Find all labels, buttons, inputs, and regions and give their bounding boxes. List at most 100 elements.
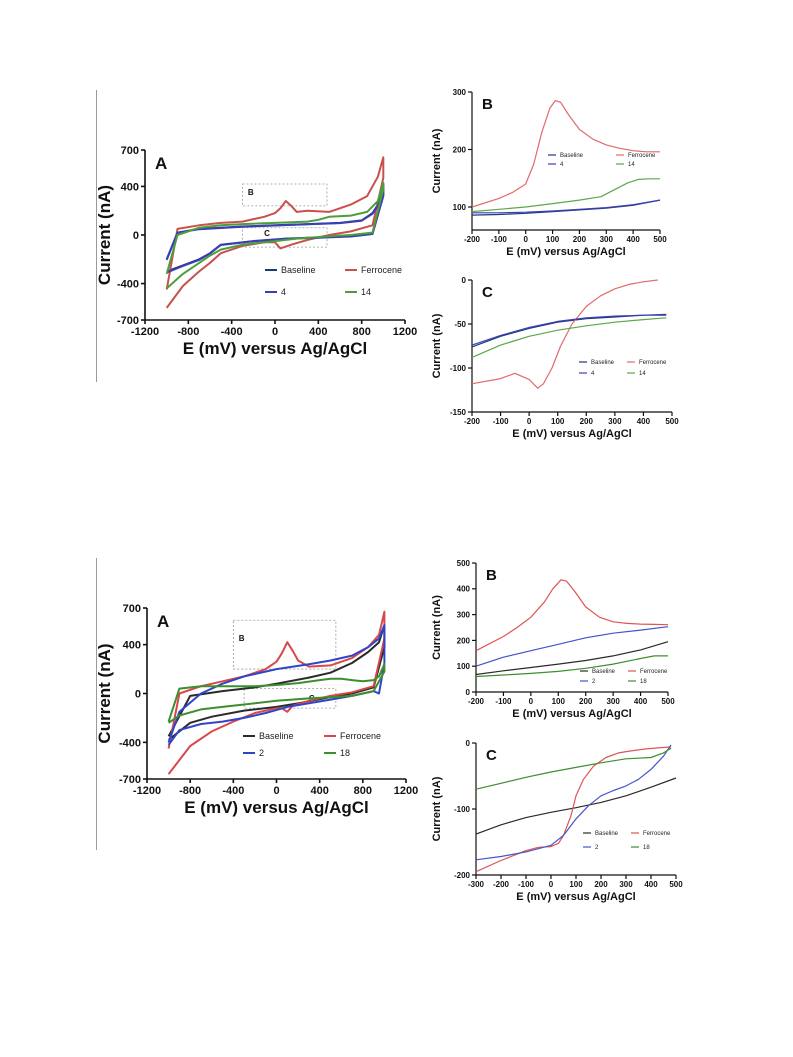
legend-label: 2: [259, 748, 264, 758]
y-tick-label: 300: [457, 610, 471, 619]
series-line: [472, 199, 661, 214]
y-tick-label: 500: [457, 559, 471, 568]
x-tick-label: 100: [546, 235, 560, 244]
y-tick-label: 200: [453, 145, 467, 154]
x-tick-label: 800: [354, 785, 372, 797]
x-tick-label: 0: [273, 785, 279, 797]
y-tick-label: 0: [135, 688, 141, 700]
legend-label: Ferrocene: [340, 731, 381, 741]
series-line: [471, 317, 667, 358]
legend-label: 14: [628, 162, 635, 168]
x-tick-label: 400: [644, 880, 658, 889]
x-axis-label: E (mV) versus Ag/AgCl: [512, 428, 631, 440]
series-line: [471, 313, 667, 346]
legend-label: Baseline: [259, 731, 294, 741]
x-tick-label: -100: [493, 417, 510, 426]
series-line: [471, 178, 660, 213]
y-tick-label: 0: [466, 688, 471, 697]
x-tick-label: -1200: [131, 326, 159, 338]
y-tick-label: -50: [454, 320, 466, 329]
y-axis-label: Current (nA): [95, 643, 114, 743]
panel-letter: C: [486, 747, 497, 764]
panel-letter: C: [482, 284, 493, 301]
series-line: [475, 777, 677, 835]
x-tick-label: 400: [309, 326, 327, 338]
x-tick-label: 500: [665, 417, 679, 426]
y-tick-label: 400: [123, 640, 141, 652]
series-line: [475, 626, 669, 667]
x-tick-label: 0: [527, 417, 532, 426]
legend-label: 18: [340, 748, 350, 758]
x-axis-label: E (mV) versus Ag/AgCl: [516, 891, 635, 903]
x-axis-label: E (mV) versus Ag/AgCl: [512, 708, 631, 720]
x-tick-label: 500: [661, 697, 675, 706]
x-tick-label: 300: [619, 880, 633, 889]
legend-label: Baseline: [560, 153, 584, 159]
y-tick-label: 400: [121, 181, 139, 193]
y-tick-label: -400: [117, 279, 139, 291]
figure-1-left-rule: [96, 90, 97, 382]
series-line: [471, 279, 658, 389]
panel-letter: A: [155, 154, 167, 173]
x-tick-label: -800: [179, 785, 201, 797]
x-tick-label: -200: [464, 417, 481, 426]
legend-label: Ferrocene: [640, 669, 668, 675]
x-tick-label: 0: [523, 235, 528, 244]
x-tick-label: -100: [491, 235, 508, 244]
y-tick-label: -100: [450, 364, 467, 373]
series-line: [167, 663, 386, 724]
x-tick-label: 400: [310, 785, 328, 797]
x-tick-label: 1200: [393, 326, 417, 338]
series-line: [471, 99, 660, 208]
y-tick-label: 0: [133, 230, 139, 242]
y-tick-label: -150: [450, 408, 467, 417]
x-tick-label: 200: [580, 417, 594, 426]
x-tick-label: 400: [626, 235, 640, 244]
x-tick-label: 100: [569, 880, 583, 889]
y-tick-label: -400: [119, 737, 141, 749]
panel-letter: A: [157, 612, 169, 631]
y-axis-label: Current (nA): [95, 185, 114, 285]
series-line: [165, 181, 385, 290]
legend-label: 18: [643, 845, 650, 851]
y-tick-label: 0: [462, 276, 467, 285]
legend-label: 4: [560, 162, 564, 168]
y-tick-label: 700: [121, 145, 139, 157]
y-tick-label: 200: [457, 636, 471, 645]
x-tick-label: 300: [606, 697, 620, 706]
inset-region-box: [242, 183, 328, 207]
y-tick-label: -100: [454, 805, 471, 814]
x-tick-label: -200: [468, 697, 485, 706]
legend-label: 14: [361, 287, 371, 297]
series-line: [167, 624, 386, 746]
series-line: [475, 579, 669, 652]
x-tick-label: 0: [549, 880, 554, 889]
x-tick-label: 500: [653, 235, 667, 244]
x-tick-label: -1200: [133, 785, 161, 797]
series-line: [475, 747, 672, 790]
panel-letter: B: [486, 567, 497, 584]
x-tick-label: 800: [352, 326, 370, 338]
y-tick-label: -700: [117, 315, 139, 327]
x-tick-label: 0: [272, 326, 278, 338]
x-tick-label: 0: [529, 697, 534, 706]
x-tick-label: 400: [634, 697, 648, 706]
y-axis-label: Current (nA): [431, 776, 443, 841]
series-line: [475, 641, 669, 676]
legend-label: 4: [591, 371, 595, 377]
legend-label: 14: [639, 371, 646, 377]
legend-label: 2: [595, 845, 599, 851]
legend-label: 4: [281, 287, 286, 297]
panel-letter: B: [482, 96, 493, 113]
x-tick-label: -200: [493, 880, 510, 889]
x-tick-label: 100: [552, 697, 566, 706]
x-tick-label: 300: [608, 417, 622, 426]
inset-region-label: B: [239, 634, 245, 643]
legend-label: Ferrocene: [639, 360, 667, 366]
